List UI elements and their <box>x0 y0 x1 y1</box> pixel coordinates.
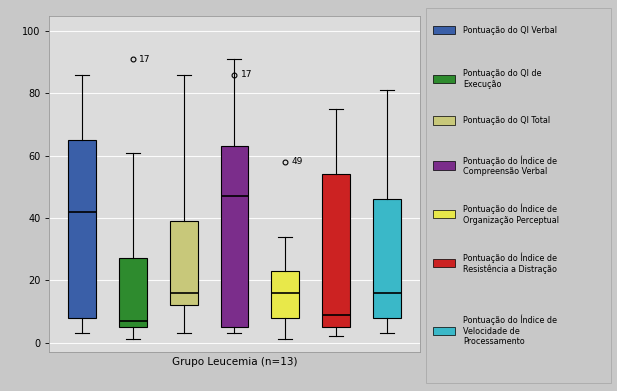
Text: Pontuação do Índice de
Compreensão Verbal: Pontuação do Índice de Compreensão Verba… <box>463 155 557 176</box>
Bar <box>433 75 455 83</box>
PathPatch shape <box>322 174 350 327</box>
Text: Pontuação do Índice de
Velocidade de
Processamento: Pontuação do Índice de Velocidade de Pro… <box>463 315 557 346</box>
PathPatch shape <box>119 258 147 327</box>
Bar <box>433 210 455 219</box>
X-axis label: Grupo Leucemia (n=13): Grupo Leucemia (n=13) <box>172 357 297 368</box>
Bar <box>433 161 455 170</box>
Text: Pontuação do Índice de
Resistência a Distração: Pontuação do Índice de Resistência a Dis… <box>463 252 557 274</box>
Bar <box>433 326 455 335</box>
PathPatch shape <box>170 221 197 305</box>
Text: Pontuação do QI de
Execução: Pontuação do QI de Execução <box>463 70 541 89</box>
PathPatch shape <box>220 146 249 327</box>
Text: 49: 49 <box>291 158 302 167</box>
Text: Pontuação do QI Verbal: Pontuação do QI Verbal <box>463 26 557 35</box>
Text: Pontuação do QI Total: Pontuação do QI Total <box>463 116 550 125</box>
Text: 17: 17 <box>241 70 252 79</box>
PathPatch shape <box>373 199 400 317</box>
Bar <box>433 116 455 125</box>
PathPatch shape <box>271 271 299 317</box>
Text: Pontuação do Índice de
Organização Perceptual: Pontuação do Índice de Organização Perce… <box>463 204 559 225</box>
Text: 17: 17 <box>139 55 151 64</box>
Bar <box>433 26 455 34</box>
PathPatch shape <box>68 140 96 317</box>
Bar <box>433 259 455 267</box>
